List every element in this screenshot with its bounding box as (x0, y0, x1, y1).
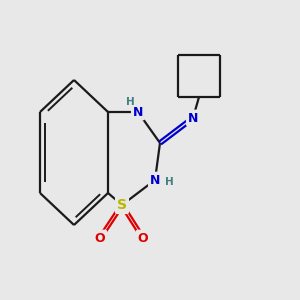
Text: H: H (126, 97, 134, 107)
Text: N: N (133, 106, 143, 118)
Text: N: N (188, 112, 198, 124)
Text: N: N (150, 173, 160, 187)
Text: S: S (117, 198, 127, 212)
Text: O: O (95, 232, 105, 244)
Text: O: O (138, 232, 148, 244)
Text: H: H (165, 177, 173, 187)
